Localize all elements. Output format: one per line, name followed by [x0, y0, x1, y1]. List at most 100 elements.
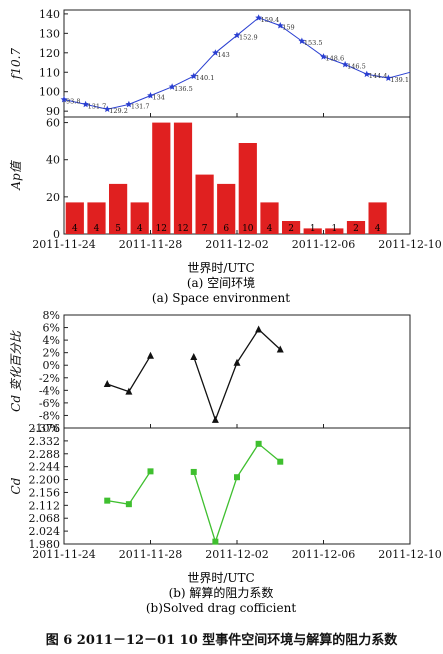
cd-xtick-label: 2011-12-06 [292, 548, 355, 561]
ap-xtick-label: 2011-11-24 [32, 238, 95, 251]
f107-data-label: 159.4 [261, 16, 280, 24]
panel-b-drag-coefficient: 8%6%4%2%0%-2%-4%-6%-8%-10%Cd 变化百分比2.3762… [9, 309, 442, 561]
panel-a-caption-cn: (a) 空间环境 [187, 275, 255, 290]
f107-point [212, 49, 219, 56]
cd-pct-series-line [193, 328, 281, 422]
f107-data-label: 93.8 [66, 97, 80, 105]
ap-bar-label: 12 [177, 224, 188, 234]
f107-data-label: 146.5 [347, 62, 366, 70]
panel-b-caption-en: (b)Solved drag cofficient [146, 601, 296, 615]
ap-bar-label: 7 [202, 224, 208, 234]
ap-bar [87, 202, 106, 234]
cd-pct-ytick-label: -10% [32, 422, 60, 435]
ap-bar-label: 5 [115, 224, 121, 234]
f107-point [363, 70, 371, 78]
cd-pct-plot-frame [63, 314, 411, 429]
f107-data-label: 129.2 [109, 107, 128, 115]
panel-captions: 世界时/UTC (a) 空间环境 (a) Space environment 世… [146, 261, 296, 615]
f107-data-label: 159 [282, 24, 294, 32]
ap-ytick-label: 60 [46, 117, 60, 130]
ap-xtick-label: 2011-12-10 [378, 238, 441, 251]
f107-point [190, 72, 198, 80]
f107-point [385, 74, 392, 81]
cd-pct-point [147, 351, 154, 359]
ap-bar [130, 202, 149, 234]
f107-ylabel: f10.7 [9, 48, 23, 81]
cd-plot-frame [63, 427, 411, 545]
cd-point [190, 468, 197, 475]
f107-point [168, 83, 176, 90]
cd-pct-point [233, 358, 241, 366]
cd-pct-ytick-label: 2% [43, 347, 60, 360]
cd-ytick-label: 2.068 [29, 512, 61, 525]
panel-b-xlabel: 世界时/UTC [187, 571, 254, 585]
cd-pct-series-line [107, 355, 152, 393]
ap-xtick-label: 2011-12-06 [292, 238, 355, 251]
cd-pct-ytick-label: 8% [43, 309, 60, 322]
f107-data-label: 148.6 [326, 55, 345, 63]
ap-ytick-label: 0 [53, 228, 60, 241]
cd-xtick-label: 2011-11-24 [32, 548, 95, 561]
ap-bar [217, 183, 236, 234]
ap-bar-label: 10 [242, 224, 254, 234]
ap-bar [368, 202, 387, 234]
ap-bar-label: 4 [94, 224, 100, 234]
cd-pct-point [103, 380, 111, 388]
ap-bar-label: 2 [288, 224, 294, 234]
ap-bar [195, 174, 214, 234]
cd-pct-ytick-label: -2% [39, 372, 60, 385]
ap-bar-label: 6 [223, 224, 229, 234]
f107-point [103, 105, 111, 113]
f107-point [341, 60, 349, 68]
cd-xtick-label: 2011-12-02 [205, 548, 268, 561]
f107-data-label: 131.7 [88, 102, 107, 110]
panel-a-caption-en: (a) Space environment [152, 291, 290, 305]
cd-pct-ytick-label: 0% [43, 359, 60, 372]
ap-bar-label: 4 [137, 224, 143, 234]
cd-ytick-label: 2.332 [29, 435, 61, 448]
f107-ytick-label: 100 [39, 86, 60, 99]
f107-ytick-label: 130 [39, 27, 60, 40]
ap-xtick-label: 2011-11-28 [119, 238, 182, 251]
f107-ytick-label: 110 [39, 66, 60, 79]
cd-pct-ylabel: Cd 变化百分比 [9, 330, 23, 412]
f107-ytick-label: 140 [39, 8, 60, 21]
cd-pct-ytick-label: -8% [39, 409, 60, 422]
ap-ylabel: Ap值 [9, 159, 23, 190]
cd-ytick-label: 2.288 [29, 448, 61, 461]
cd-point [125, 501, 132, 508]
cd-pct-point [125, 387, 133, 395]
cd-pct-point [255, 325, 263, 333]
f107-data-label: 144.4 [369, 72, 388, 80]
cd-pct-ytick-label: 6% [43, 322, 60, 335]
f107-data-label: 139.1 [390, 76, 409, 84]
f107-point [276, 22, 284, 29]
cd-point [277, 458, 284, 465]
ap-bar-label: 1 [331, 224, 337, 234]
cd-ytick-label: 2.200 [29, 474, 61, 487]
f107-data-label: 152.9 [239, 33, 258, 41]
ap-bar [282, 221, 301, 234]
f107-data-label: 140.1 [196, 74, 215, 82]
ap-ytick-label: 20 [46, 191, 60, 204]
f107-point [82, 100, 89, 108]
cd-point [212, 538, 219, 545]
f107-point [147, 92, 154, 99]
cd-ytick-label: 2.244 [29, 461, 61, 474]
cd-point [147, 468, 154, 475]
ap-bar [65, 202, 84, 234]
f107-point [255, 14, 262, 21]
cd-point [234, 474, 240, 481]
f107-data-label: 153.5 [304, 39, 323, 47]
cd-ytick-label: 2.156 [29, 486, 61, 499]
figure-caption: 图 6 2011－12－01 10 型事件空间环境与解算的阻力系数 [45, 633, 398, 648]
cd-pct-point [276, 345, 284, 353]
cd-ylabel: Cd [9, 477, 23, 494]
ap-bar-label: 4 [72, 224, 78, 234]
panel-a-space-environment: 90100110120130140f10.793.8131.7129.2131.… [9, 8, 442, 251]
f107-point [320, 53, 327, 60]
panel-b-caption-cn: (b) 解算的阻力系数 [169, 585, 274, 600]
cd-point [255, 440, 262, 447]
f107-ytick-label: 90 [46, 105, 60, 118]
